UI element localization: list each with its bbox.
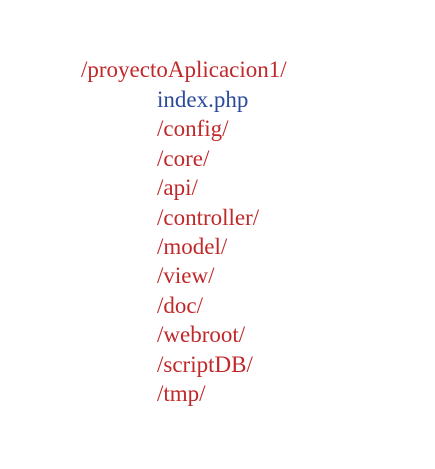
folder-controller: /controller/ bbox=[157, 204, 260, 230]
folder-tmp: /tmp/ bbox=[157, 380, 206, 406]
folder-view: /view/ bbox=[157, 263, 215, 289]
folder-webroot: /webroot/ bbox=[157, 322, 246, 348]
folder-model: /model/ bbox=[157, 233, 228, 259]
directory-children-list: index.php /config/ /core/ /api/ /control… bbox=[157, 85, 259, 408]
folder-doc: /doc/ bbox=[157, 292, 203, 318]
folder-config: /config/ bbox=[157, 116, 229, 142]
root-folder-label: /proyectoAplicacion1/ bbox=[81, 57, 287, 82]
file-index-php: index.php bbox=[157, 87, 249, 112]
folder-api: /api/ bbox=[157, 175, 198, 201]
folder-core: /core/ bbox=[157, 145, 210, 171]
folder-scriptdb: /scriptDB/ bbox=[157, 351, 253, 377]
